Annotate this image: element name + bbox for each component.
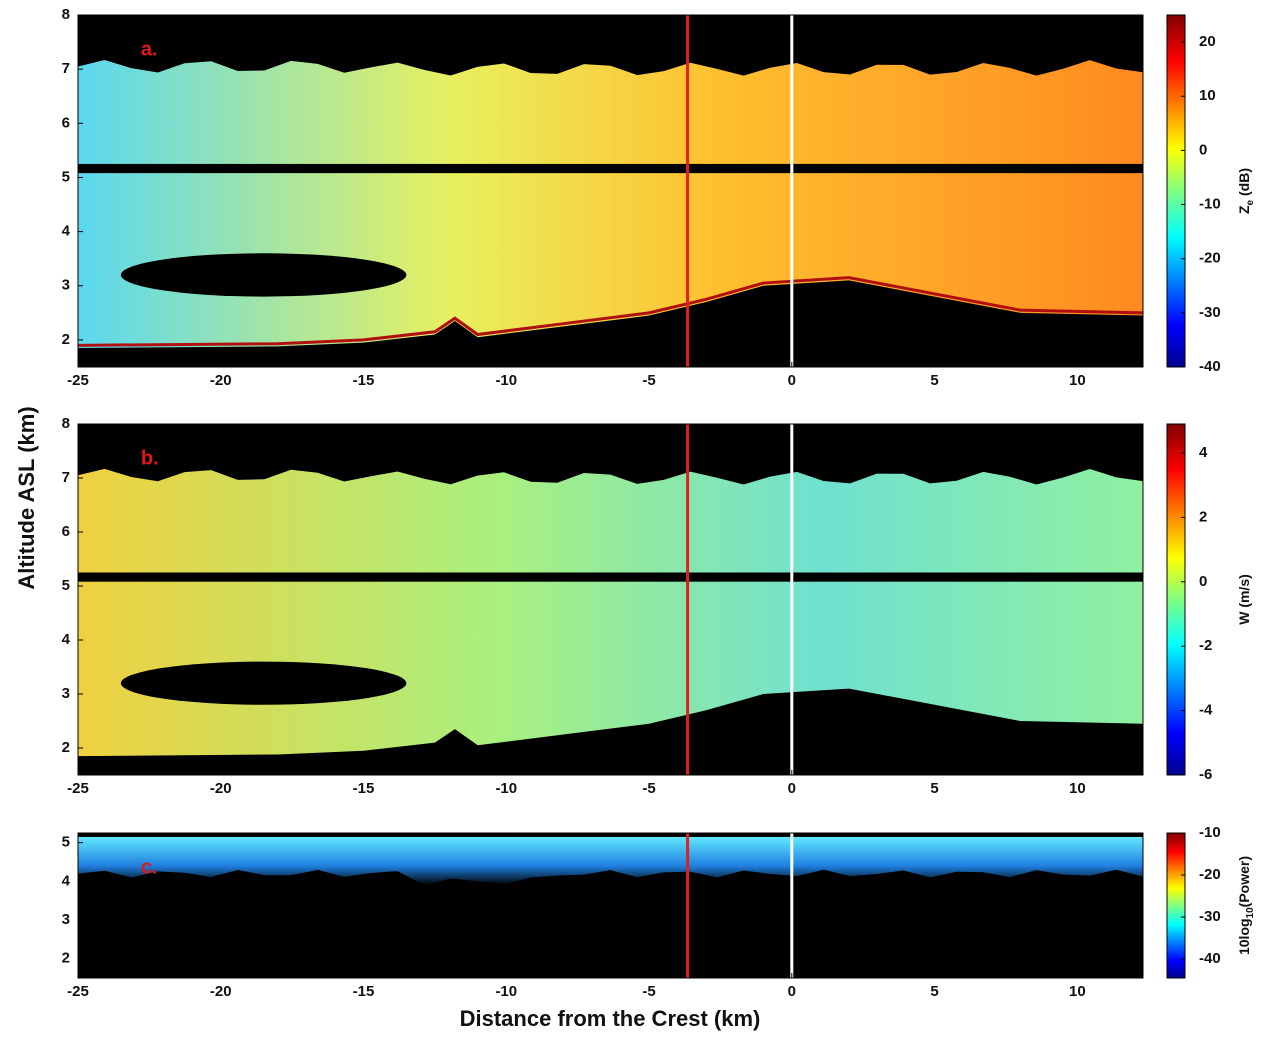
x-tick-label: -5 — [642, 780, 655, 797]
surface-line — [78, 276, 1143, 347]
x-tick-label: -15 — [353, 983, 375, 1000]
colorbar-tick-label: -6 — [1199, 766, 1212, 783]
y-tick-label: 5 — [62, 577, 70, 594]
y-tick-label: 8 — [62, 6, 70, 23]
x-tick-label: -10 — [495, 983, 517, 1000]
x-tick-label: -20 — [210, 780, 232, 797]
colorbar — [1166, 14, 1186, 368]
x-tick-label: -15 — [353, 372, 375, 389]
y-tick-label: 7 — [62, 469, 70, 486]
colorbar-tick-label: -10 — [1199, 824, 1221, 841]
y-tick-label: 3 — [62, 911, 70, 928]
plot-area — [78, 15, 1143, 367]
x-tick-label: 0 — [788, 983, 796, 1000]
echo-field — [78, 468, 1143, 757]
colorbar-tick-label: -30 — [1199, 304, 1221, 321]
x-tick-label: 5 — [930, 983, 938, 1000]
label-rest: (dB) — [1236, 168, 1252, 200]
y-tick-label: 4 — [62, 872, 71, 889]
label-rest: (Power) — [1236, 856, 1252, 907]
panel-letter: a. — [141, 38, 158, 60]
colorbar-tick-label: -10 — [1199, 196, 1221, 213]
colorbar-label: 10log10(Power) — [1236, 856, 1256, 955]
x-tick-label: 10 — [1069, 983, 1086, 1000]
echo-field — [78, 836, 1143, 886]
colorbar — [1166, 832, 1186, 979]
colorbar-tick-label: -20 — [1199, 866, 1221, 883]
y-tick-label: 3 — [62, 685, 70, 702]
colorbar-tick-label: -2 — [1199, 637, 1212, 654]
plot-frame — [77, 423, 1144, 776]
x-tick-label: 5 — [930, 780, 938, 797]
echo-void — [120, 661, 407, 705]
plot-frame — [77, 832, 1144, 979]
y-tick-label: 2 — [62, 739, 70, 756]
colorbar-tick-label: 0 — [1199, 141, 1207, 158]
y-axis-title: Altitude ASL (km) — [14, 406, 39, 589]
label-sub: e — [1245, 199, 1256, 205]
x-tick-label: 10 — [1069, 372, 1086, 389]
x-tick-label: -5 — [642, 983, 655, 1000]
panel-letter: b. — [141, 447, 159, 469]
x-axis-title: Distance from the Crest (km) — [460, 1006, 761, 1031]
x-tick-label: -10 — [495, 372, 517, 389]
y-tick-label: 4 — [62, 223, 71, 240]
colorbar-label: Ze (dB) — [1236, 168, 1256, 214]
data-gap — [78, 833, 1143, 837]
colorbar-tick-label: -30 — [1199, 908, 1221, 925]
data-gap — [78, 572, 1143, 582]
x-tick-label: 10 — [1069, 780, 1086, 797]
x-tick-label: -15 — [353, 780, 375, 797]
label-main: W (m/s) — [1236, 574, 1252, 625]
colorbar-tick-label: -40 — [1199, 950, 1221, 967]
y-tick-label: 5 — [62, 168, 70, 185]
x-tick-label: 0 — [788, 780, 796, 797]
plot-area — [78, 424, 1143, 775]
plot-frame — [77, 14, 1144, 368]
x-tick-label: -20 — [210, 372, 232, 389]
panel-letter: c. — [141, 856, 158, 878]
x-tick-label: -10 — [495, 780, 517, 797]
colorbar-tick-label: -40 — [1199, 358, 1221, 375]
y-tick-label: 5 — [62, 834, 70, 851]
y-tick-label: 4 — [62, 631, 71, 648]
colorbar-tick-label: 0 — [1199, 573, 1207, 590]
x-tick-label: -20 — [210, 983, 232, 1000]
colorbar-tick-label: -20 — [1199, 250, 1221, 267]
colorbar-tick-label: 4 — [1199, 444, 1208, 461]
y-tick-label: 8 — [62, 415, 70, 432]
x-tick-label: -25 — [67, 372, 89, 389]
colorbar-tick-label: 2 — [1199, 508, 1207, 525]
y-tick-label: 3 — [62, 277, 70, 294]
y-tick-label: 2 — [62, 331, 70, 348]
x-tick-label: -5 — [642, 372, 655, 389]
label-main: 10log — [1236, 918, 1252, 955]
echo-field — [78, 60, 1143, 349]
colorbar-label: W (m/s) — [1236, 574, 1252, 625]
x-tick-label: -25 — [67, 780, 89, 797]
echo-void — [120, 253, 407, 297]
y-tick-label: 7 — [62, 60, 70, 77]
colorbar-tick-label: -4 — [1199, 702, 1213, 719]
y-tick-label: 2 — [62, 950, 70, 967]
colorbar — [1166, 423, 1186, 776]
plot-area — [78, 833, 1143, 978]
colorbar-tick-label: 20 — [1199, 33, 1216, 50]
x-tick-label: 0 — [788, 372, 796, 389]
x-tick-label: -25 — [67, 983, 89, 1000]
y-tick-label: 6 — [62, 114, 70, 131]
colorbar-tick-label: 10 — [1199, 87, 1216, 104]
label-main: Z — [1236, 205, 1252, 214]
x-tick-label: 5 — [930, 372, 938, 389]
label-sub: 10 — [1245, 907, 1256, 919]
y-tick-label: 6 — [62, 523, 70, 540]
data-gap — [78, 163, 1143, 174]
